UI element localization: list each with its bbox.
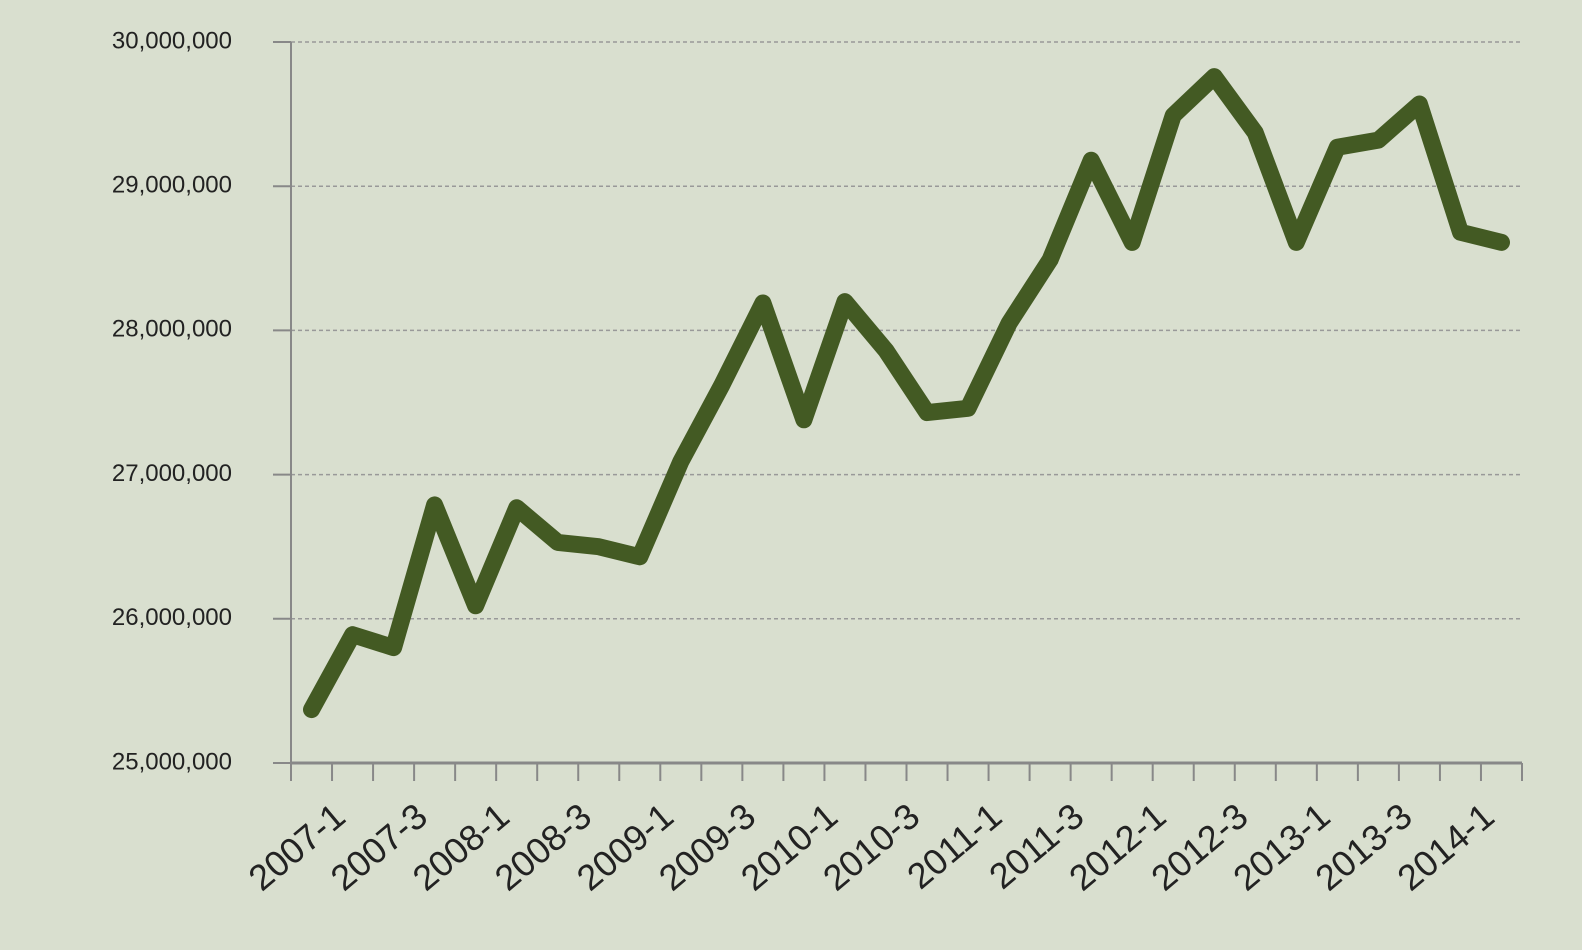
y-tick-label: 30,000,000 [112, 27, 232, 54]
y-tick-label: 27,000,000 [112, 460, 232, 487]
x-tick-label: 2011-1 [899, 795, 1009, 897]
series-line [303, 68, 1510, 719]
y-tick-label: 29,000,000 [112, 172, 232, 199]
y-tick-label: 28,000,000 [112, 316, 232, 343]
y-tick-label: 26,000,000 [112, 604, 232, 631]
y-tick-label: 25,000,000 [112, 748, 232, 775]
